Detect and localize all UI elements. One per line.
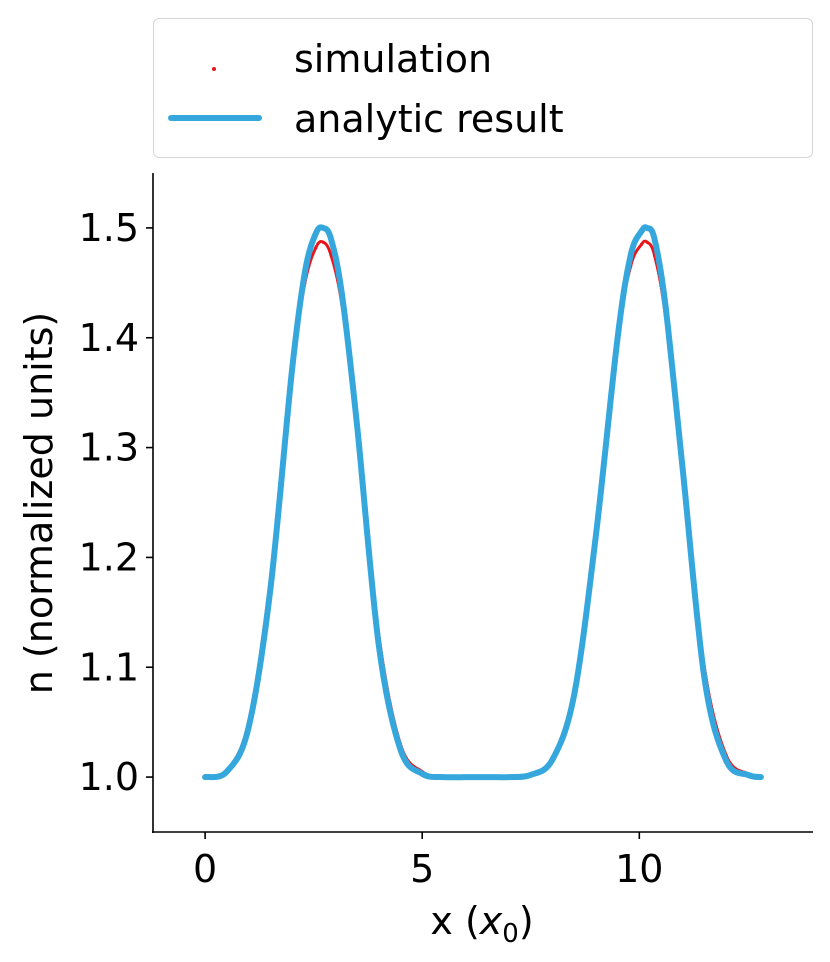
x-tick-label: 0 [193, 847, 217, 891]
data-point-simulation [321, 240, 325, 244]
series-analytic-line [202, 224, 764, 781]
y-tick-label: 1.4 [79, 316, 139, 360]
x-tick-label: 10 [615, 847, 663, 891]
legend-marker-analytic [168, 115, 262, 121]
y-tick-label: 1.1 [79, 645, 139, 689]
y-tick-label: 1.2 [79, 535, 139, 579]
chart-marks [202, 224, 764, 781]
data-point-simulation [329, 253, 333, 257]
y-tick-label: 1.3 [79, 426, 139, 470]
legend-entry-analytic: analytic result [154, 93, 812, 143]
legend: simulation analytic result [153, 18, 813, 158]
legend-label-simulation: simulation [294, 37, 493, 81]
x-axis-label-text: x [430, 899, 453, 943]
y-tick-label: 1.0 [79, 755, 139, 799]
data-point-simulation [639, 242, 644, 246]
data-point-simulation [314, 246, 318, 250]
series-simulation-trace [203, 239, 763, 779]
x-tick-label: 5 [410, 847, 434, 891]
x-axis-unit-sub: 0 [502, 919, 519, 949]
legend-marker-simulation [212, 67, 216, 71]
chart-axes: 0 5 10 1.0 1.1 1.2 1.3 1.4 1.5 [79, 173, 813, 891]
legend-entry-simulation: simulation [154, 33, 812, 83]
legend-label-analytic: analytic result [294, 97, 564, 141]
y-tick-label: 1.5 [79, 206, 139, 250]
y-axis-label: n (normalized units) [17, 312, 61, 694]
data-point-simulation [645, 240, 649, 244]
x-axis-label: x (x0) [430, 899, 533, 949]
x-axis-unit-base: x [479, 899, 503, 943]
